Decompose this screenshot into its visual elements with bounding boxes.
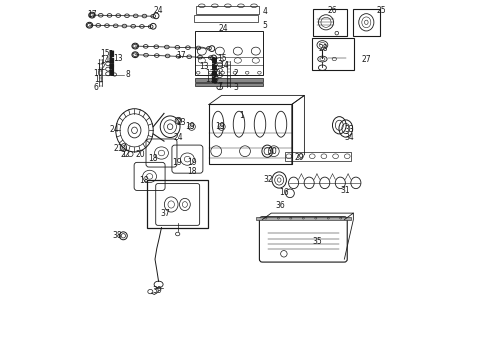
- Text: 22: 22: [121, 150, 130, 159]
- Polygon shape: [195, 83, 263, 86]
- Text: 12: 12: [96, 63, 106, 72]
- Text: 17: 17: [176, 51, 186, 60]
- Text: 2: 2: [233, 69, 238, 78]
- Polygon shape: [256, 217, 351, 220]
- Text: 18: 18: [139, 176, 148, 185]
- Text: 36: 36: [275, 202, 285, 210]
- Text: 26: 26: [327, 6, 337, 15]
- Text: 5: 5: [262, 22, 267, 31]
- Bar: [195, 31, 263, 75]
- Text: 19: 19: [215, 122, 224, 131]
- Text: 37: 37: [160, 209, 170, 217]
- Text: 10: 10: [211, 69, 221, 78]
- Text: 33: 33: [344, 125, 354, 134]
- Text: 9: 9: [214, 76, 219, 85]
- Text: 29: 29: [294, 153, 304, 162]
- Text: 18: 18: [187, 166, 196, 176]
- Polygon shape: [195, 78, 263, 82]
- Text: 19: 19: [187, 158, 196, 167]
- Bar: [209, 104, 292, 164]
- Bar: [313, 9, 347, 36]
- Bar: [285, 152, 351, 161]
- Text: 13: 13: [199, 62, 208, 71]
- Text: 15: 15: [100, 49, 110, 58]
- Text: 7: 7: [218, 82, 222, 91]
- Text: 13: 13: [114, 54, 123, 63]
- Text: 18: 18: [148, 154, 158, 163]
- Text: 3: 3: [233, 83, 238, 92]
- Text: 24: 24: [110, 125, 120, 134]
- Text: 8: 8: [125, 70, 130, 79]
- Text: 14: 14: [100, 56, 110, 65]
- Text: 39: 39: [152, 287, 162, 295]
- Text: 35: 35: [312, 237, 322, 246]
- Text: 15: 15: [217, 54, 226, 63]
- Text: 11: 11: [205, 76, 215, 85]
- Text: 38: 38: [112, 231, 122, 240]
- Text: 6: 6: [93, 83, 98, 92]
- Text: 24: 24: [173, 133, 183, 142]
- Bar: [147, 180, 208, 228]
- Text: 17: 17: [87, 10, 97, 19]
- Text: 32: 32: [264, 175, 273, 184]
- Text: 11: 11: [95, 75, 104, 84]
- Text: 25: 25: [377, 6, 387, 15]
- Text: 19: 19: [172, 158, 181, 167]
- Text: 10: 10: [94, 69, 103, 78]
- Text: 20: 20: [136, 150, 146, 159]
- Text: 27: 27: [362, 55, 371, 64]
- Text: 19: 19: [186, 122, 195, 131]
- Text: 30: 30: [267, 148, 277, 157]
- Bar: [353, 9, 380, 36]
- Text: 12: 12: [205, 69, 215, 78]
- Text: 1: 1: [239, 112, 244, 120]
- Text: 21: 21: [114, 144, 123, 153]
- Text: 34: 34: [344, 133, 354, 142]
- Text: 16: 16: [279, 188, 289, 197]
- Text: 23: 23: [176, 118, 186, 127]
- Text: 24: 24: [154, 6, 163, 15]
- Text: 24: 24: [219, 24, 228, 33]
- Text: 31: 31: [340, 186, 350, 195]
- Text: 28: 28: [318, 44, 328, 53]
- Text: 14: 14: [220, 61, 229, 70]
- Text: 4: 4: [262, 7, 267, 16]
- Bar: [312, 38, 354, 70]
